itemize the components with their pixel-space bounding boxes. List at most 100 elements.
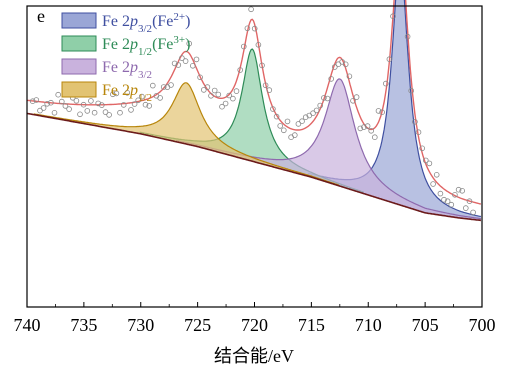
data-point: [204, 84, 211, 90]
data-point: [426, 160, 433, 167]
data-point: [84, 108, 91, 114]
data-point: [73, 98, 80, 104]
data-point: [215, 91, 222, 98]
data-point: [157, 95, 163, 101]
x-axis-label: 结合能/eV: [214, 346, 294, 366]
data-point: [128, 107, 134, 113]
data-point: [237, 67, 244, 73]
data-point: [91, 109, 98, 116]
data-point: [186, 40, 193, 47]
data-point: [150, 82, 156, 89]
data-point: [226, 92, 233, 99]
data-point: [430, 181, 436, 187]
axes: 740 735 730 725 720 715 710 705 700: [14, 5, 496, 335]
data-point: [37, 107, 43, 114]
panel-label: e: [37, 6, 45, 26]
data-point: [248, 6, 254, 13]
legend-swatch-2: [61, 35, 97, 52]
x-tick-label: 715: [298, 315, 325, 335]
data-point: [328, 76, 335, 82]
data-point: [197, 74, 203, 81]
data-point: [208, 93, 214, 99]
data-point: [353, 94, 360, 100]
peak-fill-1: [308, 0, 481, 221]
data-point: [390, 13, 396, 20]
data-point: [371, 134, 378, 141]
data-point: [441, 196, 447, 203]
data-point: [146, 103, 153, 109]
x-tick-label: 740: [14, 315, 41, 335]
x-tick-label: 725: [184, 315, 211, 335]
data-point: [350, 98, 356, 104]
peak-fill-3: [176, 79, 481, 221]
data-point: [193, 56, 200, 63]
data-point: [284, 118, 291, 125]
data-point: [251, 25, 258, 32]
data-point: [33, 97, 40, 103]
data-point: [29, 98, 36, 104]
data-point: [324, 95, 331, 102]
x-tick-label: 730: [127, 315, 154, 335]
data-point: [233, 88, 240, 94]
data-point: [419, 145, 426, 152]
data-point: [412, 119, 418, 125]
data-point: [404, 33, 411, 40]
data-point: [470, 209, 476, 216]
legend: Fe 2p3/2(Fe2+)Fe 2p1/2(Fe3+)Fe 2p3/2Fe 2…: [61, 11, 190, 104]
data-point: [386, 56, 393, 62]
legend-swatch-1: [61, 12, 97, 29]
data-point: [273, 113, 280, 120]
data-point: [408, 87, 415, 94]
data-point: [302, 114, 309, 120]
data-point: [142, 101, 149, 108]
peak-line-4: [33, 82, 339, 186]
data-point: [219, 103, 225, 110]
data-point: [437, 190, 444, 197]
x-tick-label: 705: [412, 315, 439, 335]
data-point: [357, 125, 364, 132]
data-point: [113, 90, 120, 97]
data-point: [88, 98, 94, 104]
data-point: [433, 172, 440, 178]
data-point: [259, 62, 265, 69]
data-point: [342, 61, 349, 68]
data-point: [95, 100, 101, 107]
data-point: [455, 186, 462, 193]
data-point: [266, 87, 273, 93]
data-point: [299, 118, 305, 124]
data-point: [168, 82, 174, 88]
data-point: [139, 93, 145, 100]
data-point: [120, 102, 127, 108]
data-point: [106, 112, 112, 118]
data-point: [364, 123, 371, 129]
x-tick-label: 720: [241, 315, 268, 335]
data-point: [280, 127, 287, 134]
legend-label-2: Fe 2p1/2(Fe3+): [102, 34, 190, 58]
data-point: [262, 82, 269, 89]
data-point: [131, 101, 138, 107]
data-point: [379, 109, 385, 115]
data-point: [211, 87, 218, 94]
data-point: [255, 41, 262, 48]
data-point: [291, 132, 298, 138]
data-point: [277, 123, 284, 129]
data-point: [80, 101, 87, 108]
data-point: [422, 157, 429, 164]
data-point: [171, 60, 178, 67]
data-point: [182, 58, 189, 64]
data-point: [66, 106, 72, 112]
data-point: [40, 105, 47, 111]
data-point: [459, 188, 466, 194]
data-point: [321, 95, 327, 101]
data-point: [48, 99, 54, 106]
data-point: [466, 198, 473, 205]
data-point: [313, 107, 320, 114]
data-point: [444, 198, 451, 205]
data-point: [124, 90, 131, 96]
data-point: [51, 110, 58, 116]
data-point: [346, 73, 353, 80]
data-point: [110, 91, 116, 98]
data-point: [160, 84, 167, 90]
